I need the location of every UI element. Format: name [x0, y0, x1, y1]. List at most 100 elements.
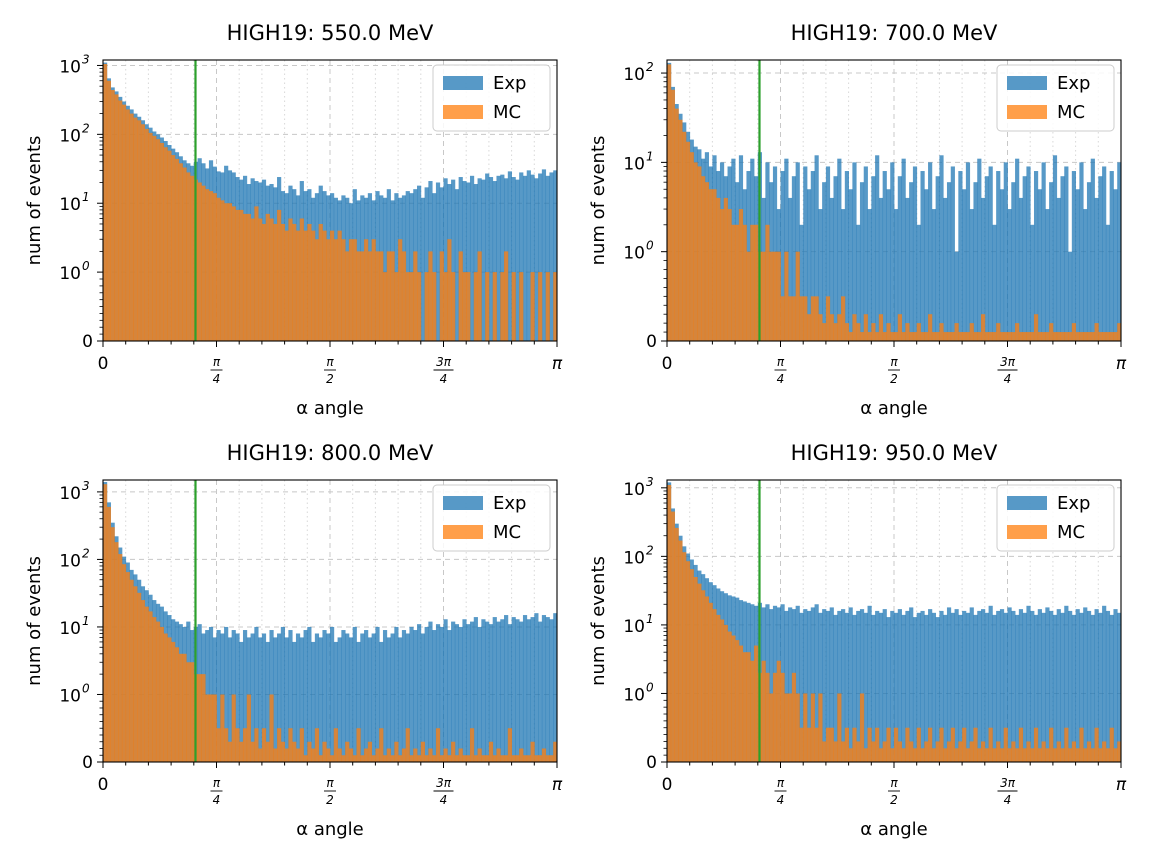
mc-bar [999, 332, 1005, 341]
mc-bar [205, 189, 210, 341]
exp-bar [958, 171, 963, 341]
mc-bar [295, 230, 301, 341]
legend-label-mc: MC [1057, 522, 1085, 543]
mc-bar [682, 131, 687, 341]
mc-bar [1003, 332, 1008, 341]
mc-bar [814, 296, 819, 341]
mc-bar [137, 120, 142, 342]
exp-bar [1052, 155, 1058, 341]
exp-bar [348, 637, 354, 762]
mc-bar [258, 218, 263, 341]
legend-label-exp: Exp [493, 493, 526, 514]
mc-bar [507, 728, 512, 762]
mc-bar [950, 332, 955, 341]
mc-bar [765, 224, 770, 341]
mc-bar [685, 561, 691, 762]
y-tick-label-base: 10 [623, 244, 645, 264]
y-tick-label-exponent: 2 [646, 60, 654, 74]
exp-bar [863, 166, 868, 341]
exp-bar [939, 155, 944, 341]
mc-bar [689, 152, 694, 341]
mc-histogram [103, 484, 558, 762]
mc-bar [148, 132, 153, 341]
mc-bar [386, 748, 391, 762]
exp-bar [867, 605, 872, 762]
y-tick-label-exponent: 2 [82, 121, 90, 135]
mc-bar [322, 230, 327, 341]
exp-bar [897, 609, 902, 762]
y-tick-label: 0 [82, 753, 93, 773]
mc-bar [825, 727, 831, 762]
mc-bar [326, 239, 331, 341]
exp-bar [1037, 609, 1042, 762]
mc-bar [788, 693, 793, 762]
y-tick-label-exponent: 3 [82, 479, 90, 493]
exp-bar [504, 615, 509, 762]
mc-bar [795, 693, 800, 762]
mc-bar [121, 564, 127, 762]
mc-bar [897, 314, 902, 341]
x-tick-label-zero: 0 [662, 775, 673, 795]
exp-bar [988, 166, 993, 341]
exp-bar [1071, 171, 1076, 341]
legend-swatch-mc [443, 105, 483, 119]
mc-bar [901, 332, 906, 341]
x-axis-label: α angle [860, 819, 928, 840]
mc-bar [784, 693, 789, 762]
mc-bar [485, 755, 490, 762]
exp-bar [1113, 609, 1118, 762]
exp-bar [1109, 171, 1114, 341]
exp-bar [981, 609, 986, 762]
exp-bar [250, 633, 255, 762]
mc-bar [685, 141, 691, 341]
mc-bar [504, 755, 509, 762]
x-ticks: 0 π 4 π 2 3π 4 π [98, 341, 563, 386]
mc-bar [110, 527, 115, 762]
mc-bar [103, 484, 108, 762]
exp-bar [507, 624, 512, 762]
mc-bar [318, 755, 323, 762]
mc-bar [1011, 741, 1016, 762]
mc-bar [1071, 741, 1076, 762]
mc-bar [667, 64, 672, 341]
exp-bar [439, 626, 444, 762]
mc-bar [859, 332, 865, 341]
mc-bar [1105, 748, 1111, 762]
mc-bar [1075, 332, 1080, 341]
x-tick-label-pi: π [552, 354, 563, 374]
mc-bar [1030, 332, 1035, 341]
mc-bar [678, 540, 683, 762]
mc-bar [1037, 332, 1042, 341]
mc-bar [776, 660, 781, 762]
mc-bar [875, 727, 880, 762]
mc-bar [867, 332, 872, 341]
exp-bar [553, 170, 558, 341]
legend-label-mc: MC [493, 522, 521, 543]
mc-bar [432, 755, 437, 762]
mc-bar [371, 239, 376, 341]
exp-bar [382, 630, 388, 762]
mc-bar [265, 213, 270, 341]
y-tick-label-exponent: 0 [646, 239, 654, 253]
exp-bar [311, 641, 316, 762]
x-tick-label-quarter-den: 4 [213, 793, 221, 807]
y-tick-label-base: 10 [59, 551, 81, 571]
mc-bar [1086, 332, 1092, 341]
mc-bar [1041, 332, 1046, 341]
exp-bar [1064, 605, 1069, 762]
mc-bar [352, 239, 357, 341]
exp-bar [379, 641, 384, 762]
mc-bar [549, 755, 554, 762]
exp-bar [841, 609, 846, 762]
mc-bar [799, 296, 804, 341]
mc-bar [277, 728, 282, 762]
exp-bar [977, 610, 982, 762]
exp-bar [254, 626, 259, 762]
mc-bar [784, 251, 789, 341]
x-tick-label-half-num: π [890, 355, 898, 369]
exp-bar [833, 176, 838, 341]
mc-bar [1094, 727, 1099, 762]
mc-bar [761, 660, 766, 762]
mc-bar [277, 209, 282, 341]
mc-bar [905, 727, 910, 762]
